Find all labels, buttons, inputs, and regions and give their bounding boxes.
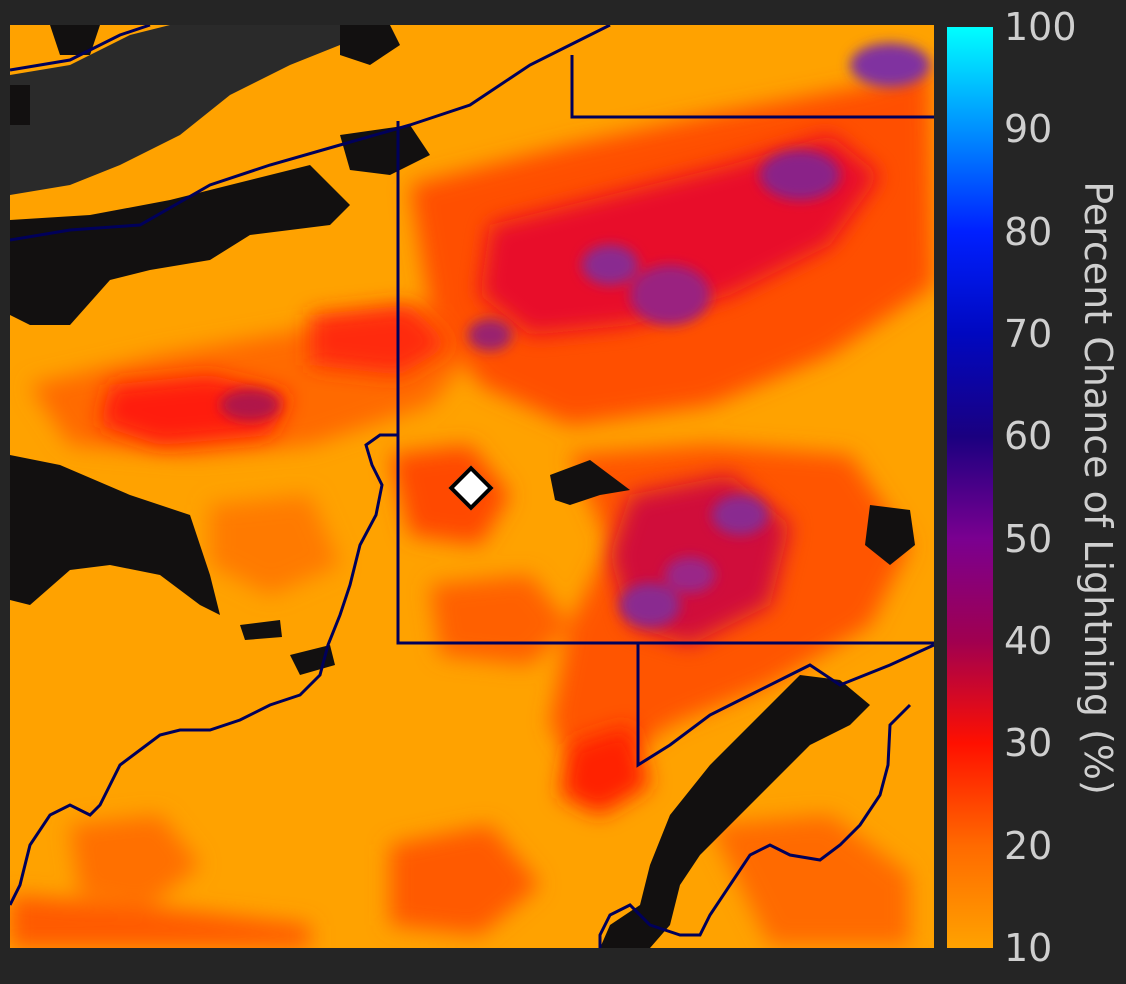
colorbar-tick: 20 xyxy=(1004,824,1053,868)
colorbar-tick: 50 xyxy=(1004,517,1053,561)
colorbar-tick: 90 xyxy=(1004,107,1053,151)
colorbar-gradient xyxy=(947,27,993,948)
colorbar-title: Percent Chance of Lightning (%) xyxy=(1076,181,1120,795)
colorbar-tick: 60 xyxy=(1004,414,1053,458)
no-data-regions xyxy=(10,25,915,948)
colorbar-tick: 40 xyxy=(1004,619,1053,663)
probability-field-50-plus xyxy=(220,43,930,627)
boundary-lines xyxy=(10,25,934,948)
colorbar-tick: 30 xyxy=(1004,721,1053,765)
colorbar-tick: 100 xyxy=(1004,5,1077,49)
colorbar-tick: 80 xyxy=(1004,210,1053,254)
colorbar-tick: 10 xyxy=(1004,926,1053,970)
colorbar-tick: 70 xyxy=(1004,312,1053,356)
colorbar xyxy=(947,27,993,948)
probability-field-20-30 xyxy=(10,65,934,948)
